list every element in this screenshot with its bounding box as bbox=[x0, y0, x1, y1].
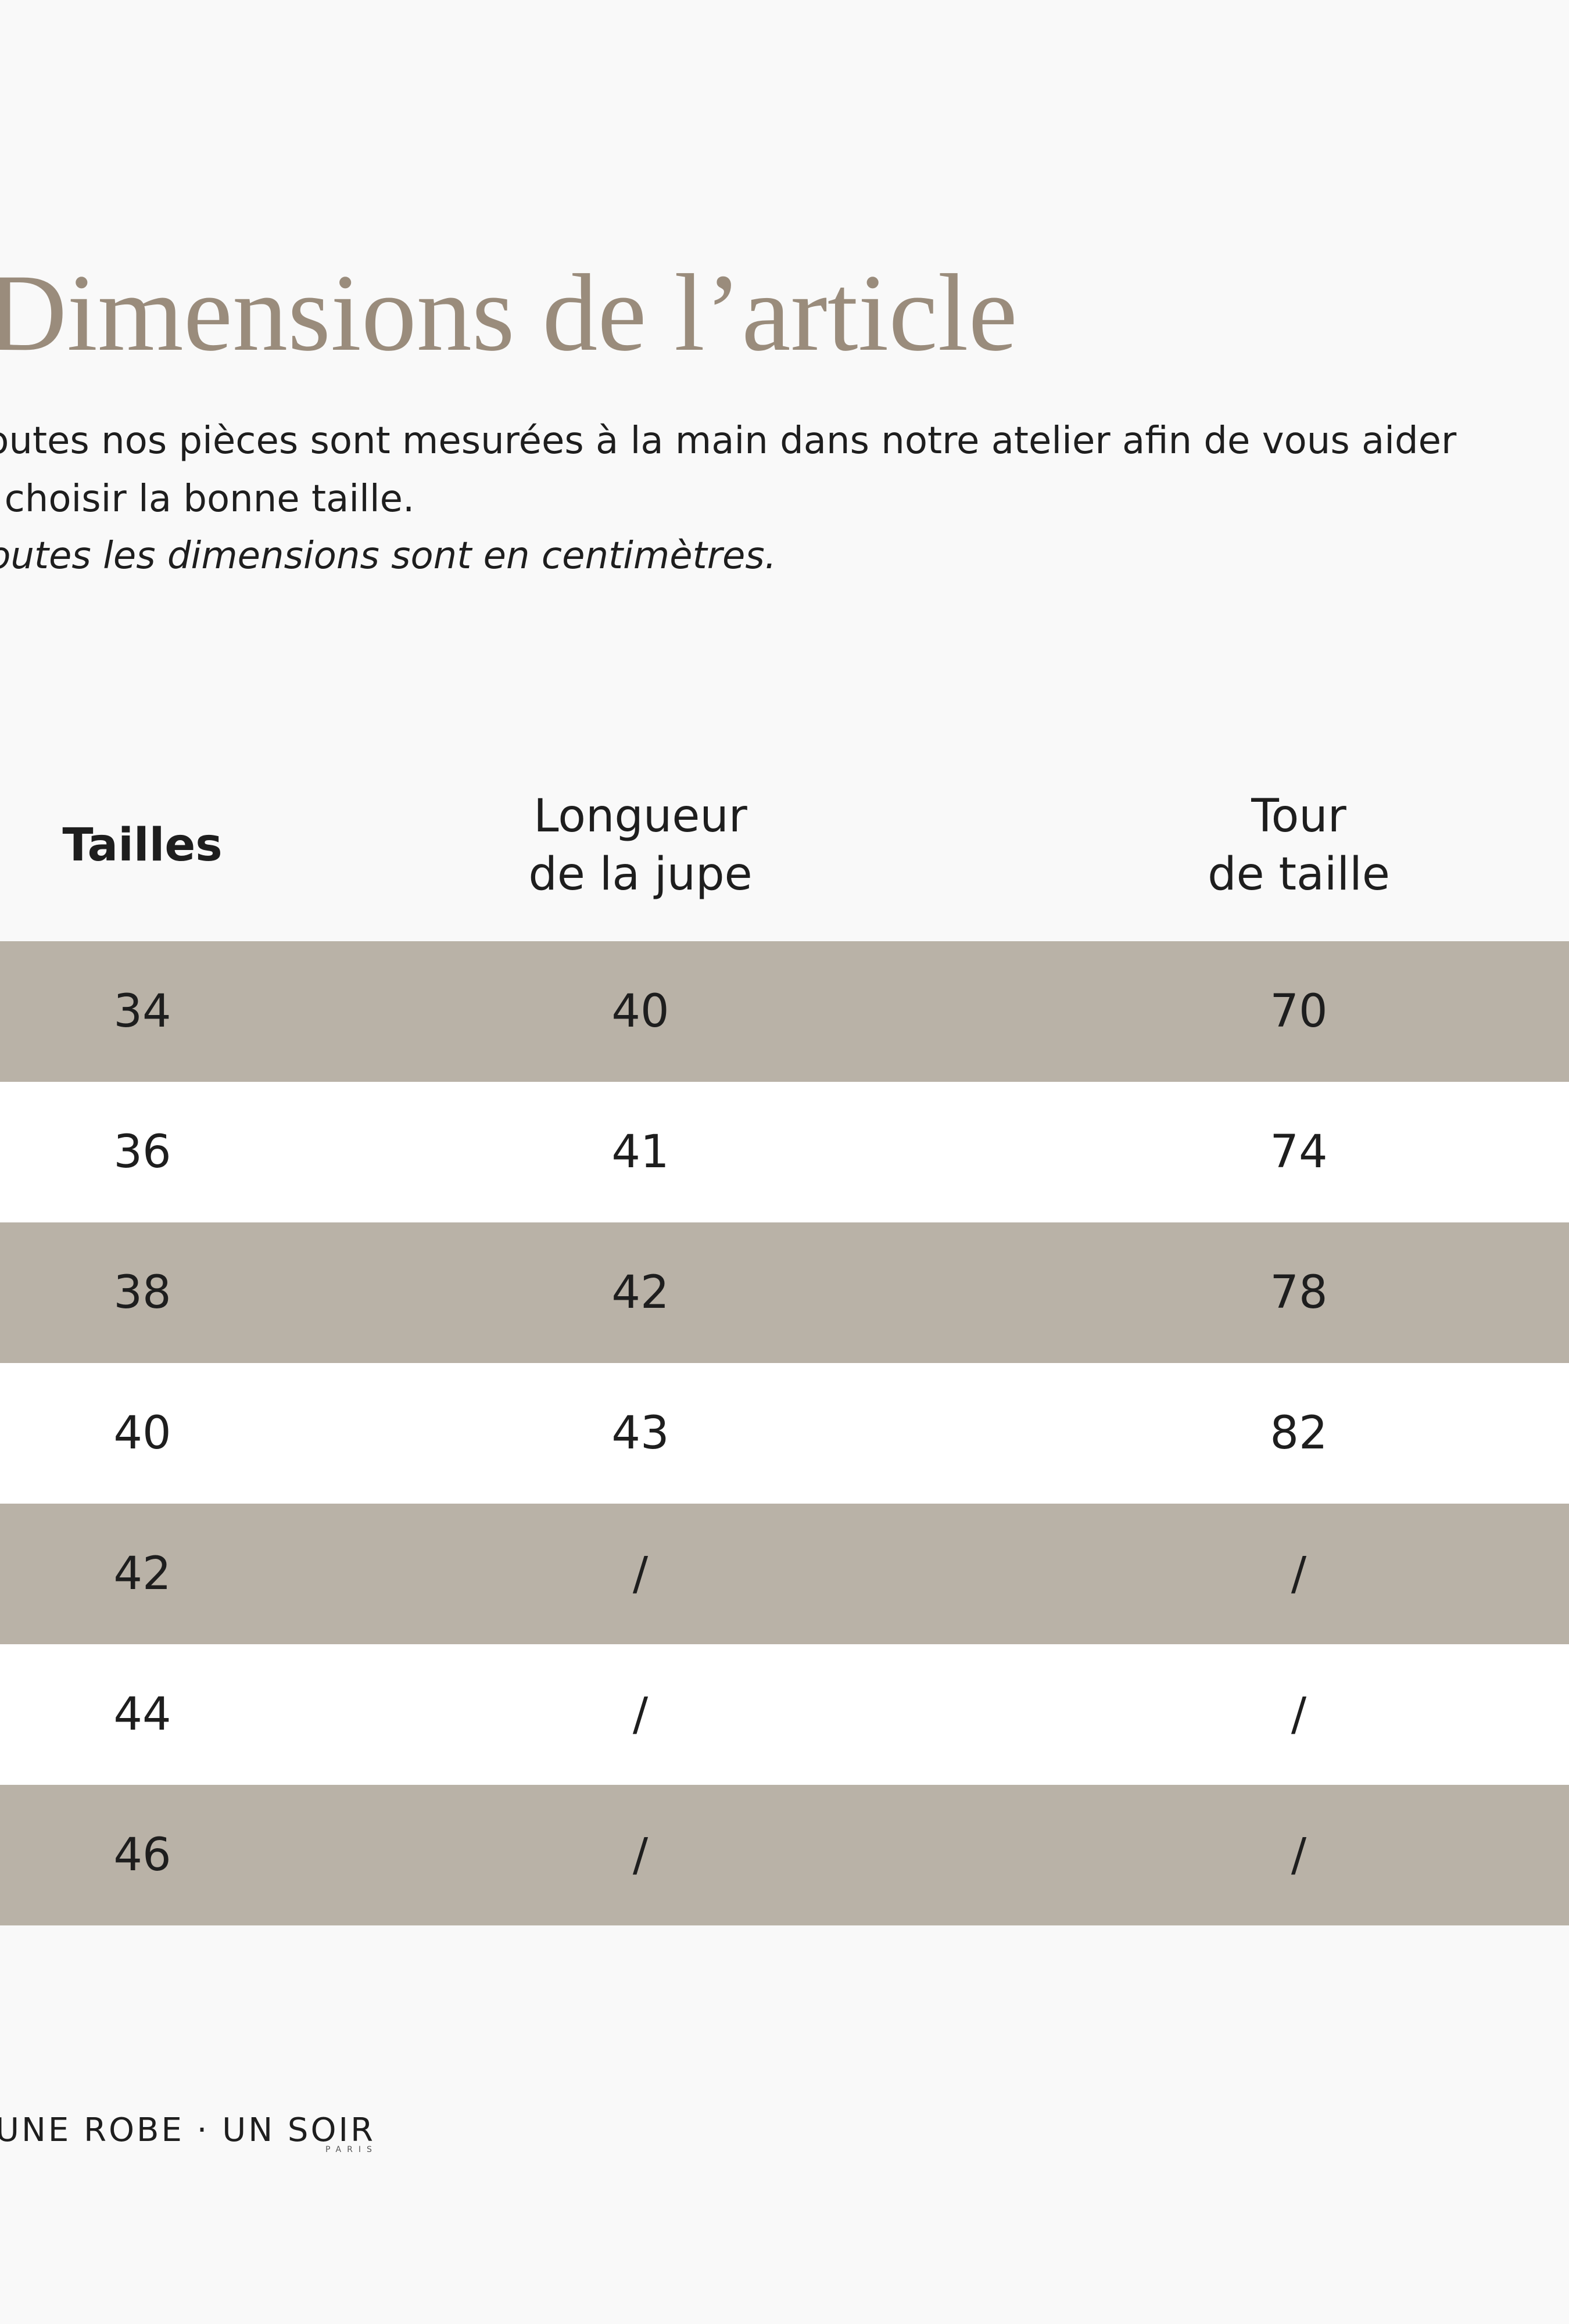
header-line: de la jupe bbox=[528, 848, 753, 901]
header-line: Tailles bbox=[62, 819, 223, 871]
table-cell: 42 bbox=[611, 1267, 669, 1319]
column-header: Longueur de la jupe bbox=[528, 787, 752, 903]
table-cell: 38 bbox=[113, 1267, 171, 1319]
header-line: Longueur bbox=[533, 790, 747, 842]
table-cell: 40 bbox=[611, 985, 669, 1038]
header-line: de taille bbox=[1208, 848, 1390, 901]
table-cell: 74 bbox=[1270, 1126, 1328, 1178]
row-background bbox=[0, 941, 1569, 1082]
table-cell: / bbox=[632, 1688, 649, 1741]
table-cell: 70 bbox=[1270, 985, 1328, 1038]
column-header: Tailles bbox=[62, 816, 222, 874]
table-cell: / bbox=[632, 1548, 649, 1600]
table-cell: / bbox=[1291, 1688, 1307, 1741]
table-cell: / bbox=[1291, 1548, 1307, 1600]
row-background bbox=[0, 1644, 1569, 1785]
table-cell: / bbox=[632, 1829, 649, 1881]
table-cell: 34 bbox=[113, 985, 171, 1038]
note: Toutes les dimensions sont en centimètre… bbox=[0, 535, 777, 578]
title: Dimensions de l’article bbox=[0, 252, 1018, 374]
table-cell: 43 bbox=[611, 1407, 669, 1459]
table-cell: 78 bbox=[1270, 1267, 1328, 1319]
intro-line: Toutes nos pièces sont mesurées à la mai… bbox=[0, 419, 1457, 462]
row-background bbox=[0, 1082, 1569, 1222]
table-cell: 40 bbox=[113, 1407, 171, 1459]
header-line: Tour bbox=[1251, 790, 1346, 842]
table-cell: / bbox=[1291, 1829, 1307, 1881]
brand-city: PARIS bbox=[325, 2145, 378, 2154]
table-cell: 36 bbox=[113, 1126, 171, 1178]
column-header: Tour de taille bbox=[1208, 787, 1390, 903]
intro-line: à choisir la bonne taille. bbox=[0, 478, 415, 521]
table-cell: 46 bbox=[113, 1829, 171, 1881]
table-cell: 44 bbox=[113, 1688, 171, 1741]
row-background bbox=[0, 1504, 1569, 1644]
row-background bbox=[0, 1222, 1569, 1363]
table-cell: 82 bbox=[1270, 1407, 1328, 1459]
row-background bbox=[0, 1785, 1569, 1925]
table-cell: 41 bbox=[611, 1126, 669, 1178]
row-background bbox=[0, 1363, 1569, 1504]
table-cell: 42 bbox=[113, 1548, 171, 1600]
brand: UNE ROBE · UN SOIR bbox=[0, 2111, 375, 2149]
